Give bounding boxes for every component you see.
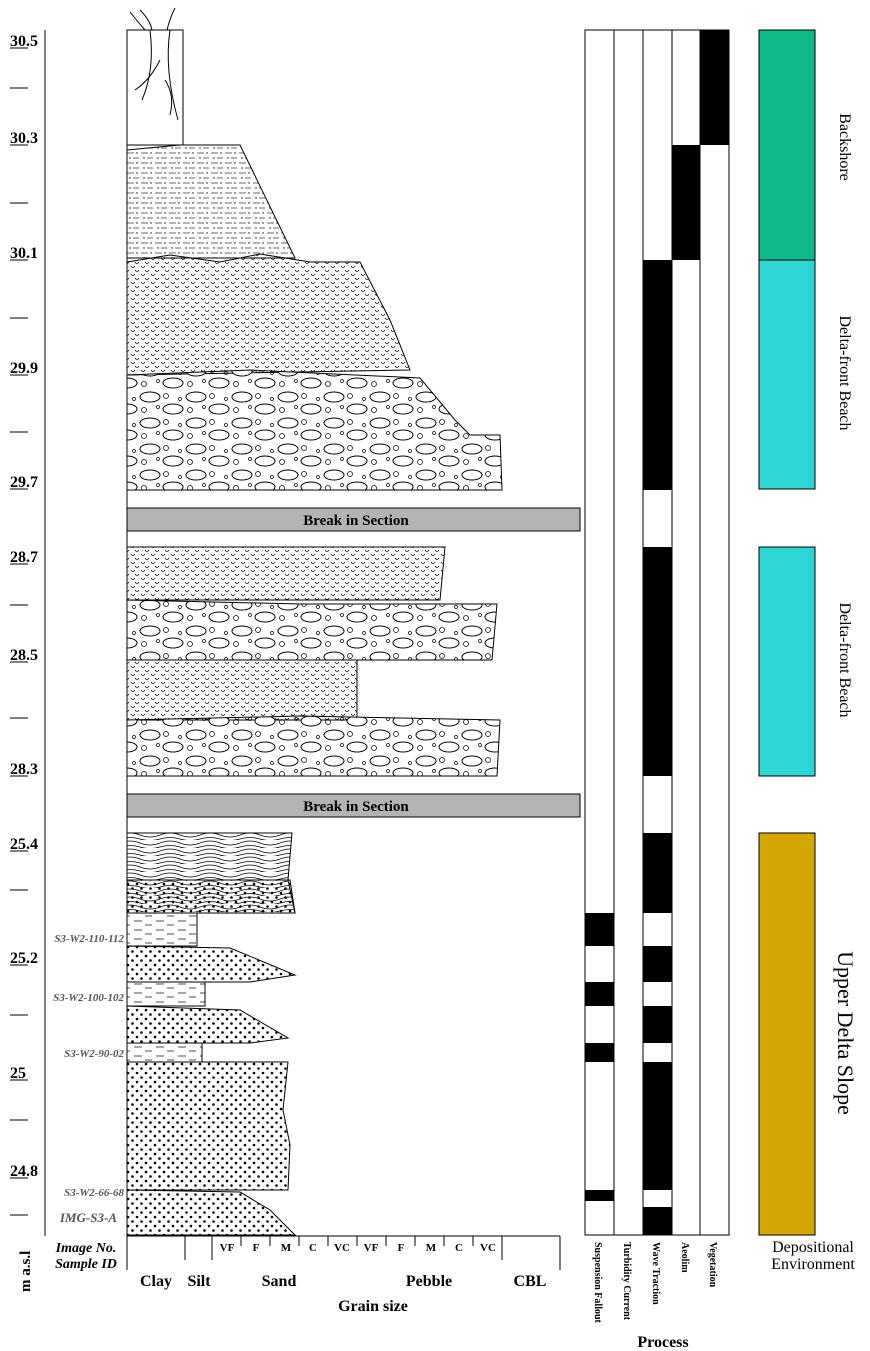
elevation-label: 25.4: [10, 836, 38, 853]
process-column: [614, 30, 643, 1235]
sample-id: S3-W2-110-112: [54, 933, 124, 945]
elevation-label: 24.8: [10, 1163, 38, 1180]
grain-title: Grain size: [338, 1298, 408, 1315]
environment-label: Backshore: [836, 113, 853, 181]
process-segment: [700, 30, 729, 145]
environment-boxes: [759, 30, 815, 1235]
sample-id: IMG-S3-A: [59, 1210, 117, 1225]
sample-id: S3-W2-100-102: [53, 992, 124, 1004]
elevation-label: 29.7: [10, 474, 38, 491]
grain-class: Clay: [140, 1273, 172, 1290]
process-label: Vegetation: [707, 1242, 718, 1288]
process-segment: [643, 547, 672, 776]
elevation-label: 29.9: [10, 360, 38, 377]
process-segment: [643, 833, 672, 913]
elevation-label: 28.5: [10, 647, 38, 664]
sand-subclass: VF: [220, 1242, 235, 1254]
process-title: Process: [637, 1334, 688, 1351]
process-segment: [672, 145, 701, 260]
process-label: Wave Traction: [650, 1242, 661, 1305]
grain-class: Sand: [262, 1273, 297, 1290]
environment-box: [759, 30, 815, 260]
sand-subclass: F: [253, 1242, 260, 1254]
environment-box: [759, 547, 815, 776]
process-label: Aeolim: [679, 1242, 690, 1273]
pebble-subclass: F: [398, 1242, 405, 1254]
process-column: [700, 30, 729, 1235]
break-label: Break in Section: [303, 513, 409, 529]
sand-subclass: C: [309, 1242, 317, 1254]
lithology: [127, 8, 502, 1235]
process-segment: [585, 982, 614, 1006]
elevation-label: 25.2: [10, 950, 38, 967]
stratigraphic-log: 30.5 30.3 30.1 29.9 29.7 28.7 28.5 28.3 25.4 25.2…: [0, 0, 870, 1351]
elevation-label: 28.7: [10, 549, 38, 566]
grain-class: Silt: [187, 1273, 211, 1290]
environment-box: [759, 833, 815, 1235]
sand-subclass: VC: [334, 1242, 350, 1254]
environment-label: Delta-front Beach: [836, 315, 853, 430]
grain-class: CBL: [514, 1273, 547, 1290]
process-segment: [643, 260, 672, 490]
sample-id: S3-W2-66-68: [64, 1187, 124, 1199]
process-segment: [643, 946, 672, 982]
process-segment: [643, 1207, 672, 1235]
axis-label: m a.s.l: [18, 1251, 34, 1292]
pebble-subclass: M: [426, 1242, 437, 1254]
elevation-label: 28.3: [10, 761, 38, 778]
pebble-subclass: C: [455, 1242, 463, 1254]
sand-subclass: M: [281, 1242, 292, 1254]
environment-header: Environment: [771, 1256, 855, 1273]
environment-box: [759, 260, 815, 489]
process-bars: [585, 30, 729, 1235]
sample-id: S3-W2-90-02: [64, 1048, 124, 1060]
process-label: Suspension Fallout: [592, 1242, 603, 1324]
pebble-subclass: VC: [480, 1242, 496, 1254]
sample-header: Image No.: [55, 1241, 117, 1256]
process-segment: [643, 1062, 672, 1190]
process-segment: [585, 1043, 614, 1062]
elevation-label: 30.1: [10, 245, 38, 262]
process-segment: [585, 1190, 614, 1201]
grain-class: Pebble: [406, 1273, 452, 1290]
pebble-subclass: VF: [364, 1242, 379, 1254]
environment-header: Depositional: [772, 1239, 854, 1256]
break-label: Break in Section: [303, 799, 409, 815]
elevation-label: 25: [10, 1065, 26, 1082]
environment-label: Upper Delta Slope: [833, 951, 858, 1115]
elevation-label: 30.5: [10, 33, 38, 50]
environment-label: Delta-front Beach: [836, 602, 853, 717]
sample-header: Sample ID: [55, 1257, 117, 1272]
process-segment: [643, 1006, 672, 1043]
elevation-label: 30.3: [10, 130, 38, 147]
process-segment: [585, 913, 614, 946]
process-label: Turbidity Current: [621, 1242, 632, 1321]
